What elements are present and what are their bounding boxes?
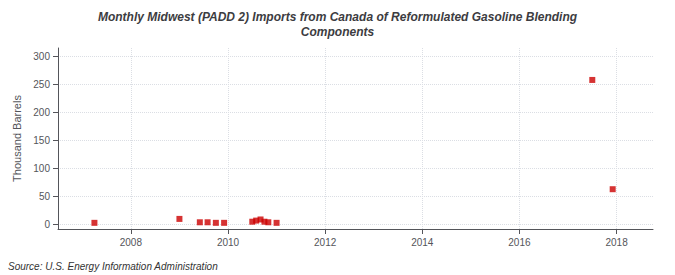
svg-text:Thousand Barrels: Thousand Barrels: [11, 95, 23, 182]
svg-text:0: 0: [44, 219, 50, 230]
svg-text:2012: 2012: [314, 237, 337, 248]
svg-text:100: 100: [33, 163, 50, 174]
svg-text:Monthly Midwest (PADD 2) Impor: Monthly Midwest (PADD 2) Imports from Ca…: [98, 10, 578, 24]
svg-text:Source: U.S. Energy Informatio: Source: U.S. Energy Information Administ…: [8, 261, 218, 272]
svg-text:300: 300: [33, 51, 50, 62]
svg-text:50: 50: [39, 191, 51, 202]
svg-text:2014: 2014: [411, 237, 434, 248]
svg-text:Components: Components: [301, 25, 375, 39]
svg-text:2008: 2008: [120, 237, 143, 248]
svg-text:200: 200: [33, 107, 50, 118]
svg-text:2010: 2010: [217, 237, 240, 248]
svg-text:2016: 2016: [508, 237, 531, 248]
svg-text:150: 150: [33, 135, 50, 146]
svg-text:2018: 2018: [605, 237, 628, 248]
svg-text:250: 250: [33, 79, 50, 90]
